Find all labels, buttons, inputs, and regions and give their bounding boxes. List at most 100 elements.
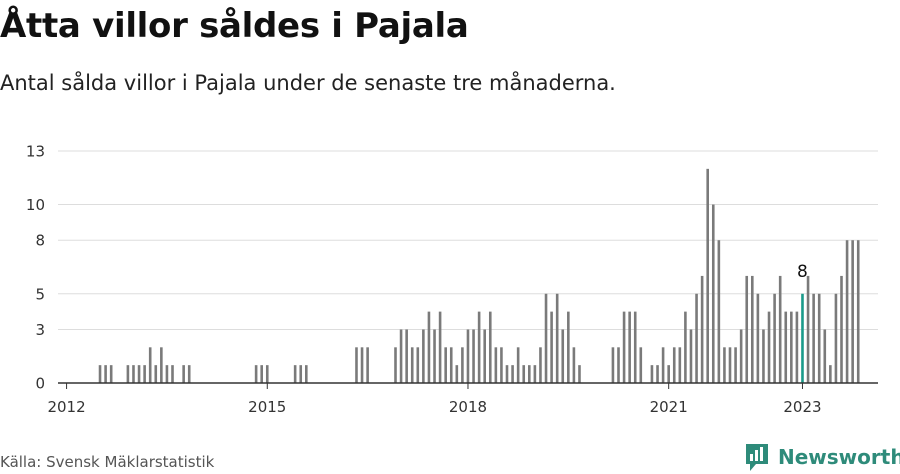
bar bbox=[561, 329, 565, 383]
bar bbox=[477, 311, 481, 383]
bar bbox=[633, 311, 637, 383]
bar-chart: 0 3 5 8 10 13 2012 2015 2018 2021 2023 8 bbox=[26, 143, 878, 416]
brand-name: Newsworthy bbox=[778, 445, 900, 469]
axes: 0 3 5 8 10 13 2012 2015 2018 2021 2023 8 bbox=[26, 143, 878, 416]
bar bbox=[171, 365, 174, 383]
bar bbox=[667, 365, 670, 383]
y-tick-label: 8 bbox=[35, 232, 45, 250]
bar bbox=[812, 293, 815, 383]
chart-subtitle: Antal sålda villor i Pajala under de sen… bbox=[0, 71, 616, 95]
x-tick-label: 2018 bbox=[449, 398, 487, 416]
bar bbox=[143, 365, 146, 383]
bar bbox=[366, 347, 369, 383]
bar bbox=[817, 293, 821, 383]
bar bbox=[154, 365, 158, 383]
y-tick-label: 10 bbox=[26, 196, 45, 214]
bar bbox=[728, 347, 732, 383]
bar bbox=[751, 275, 754, 383]
bar bbox=[806, 275, 810, 383]
bar bbox=[628, 311, 631, 383]
bar bbox=[187, 365, 191, 383]
bar bbox=[516, 347, 520, 383]
source-note: Källa: Svensk Mäklarstatistik bbox=[0, 453, 215, 471]
x-tick-label: 2023 bbox=[783, 398, 821, 416]
bar bbox=[410, 347, 414, 383]
bar bbox=[756, 293, 760, 383]
bar bbox=[773, 293, 776, 383]
bar bbox=[522, 365, 526, 383]
bar bbox=[483, 329, 486, 383]
bar bbox=[299, 365, 303, 383]
bar bbox=[466, 329, 470, 383]
bar bbox=[488, 311, 492, 383]
x-tick-label: 2021 bbox=[650, 398, 688, 416]
bar-highlight bbox=[801, 293, 804, 383]
y-tick-label: 0 bbox=[35, 375, 45, 393]
bar bbox=[461, 347, 464, 383]
bar bbox=[734, 347, 737, 383]
bar bbox=[611, 347, 615, 383]
bar bbox=[438, 311, 442, 383]
bar bbox=[851, 240, 854, 383]
bar bbox=[661, 347, 665, 383]
bar bbox=[305, 365, 308, 383]
bar bbox=[148, 347, 152, 383]
bar bbox=[656, 365, 659, 383]
bar bbox=[845, 240, 849, 383]
bar bbox=[405, 329, 408, 383]
bar bbox=[182, 365, 185, 383]
bar bbox=[355, 347, 358, 383]
bar bbox=[672, 347, 676, 383]
bar bbox=[394, 347, 397, 383]
chart-title: Åtta villor såldes i Pajala bbox=[0, 6, 469, 46]
bar bbox=[572, 347, 576, 383]
bar bbox=[578, 365, 581, 383]
bar bbox=[711, 204, 715, 383]
bar bbox=[165, 365, 169, 383]
bar bbox=[706, 168, 709, 383]
bar bbox=[684, 311, 687, 383]
bar bbox=[739, 329, 743, 383]
bar bbox=[678, 347, 682, 383]
bar bbox=[856, 240, 860, 383]
bar bbox=[505, 365, 509, 383]
bar bbox=[617, 347, 620, 383]
bar-series bbox=[98, 168, 860, 383]
bar bbox=[399, 329, 403, 383]
bar bbox=[639, 347, 643, 383]
bar bbox=[834, 293, 838, 383]
bar bbox=[745, 275, 749, 383]
bar bbox=[293, 365, 297, 383]
brand-logo-group[interactable]: Newsworthy bbox=[744, 441, 900, 473]
bar bbox=[132, 365, 135, 383]
bar bbox=[555, 293, 559, 383]
gridlines bbox=[58, 150, 878, 330]
bar bbox=[254, 365, 258, 383]
bar bbox=[455, 365, 459, 383]
bar bbox=[840, 275, 843, 383]
bar bbox=[700, 275, 704, 383]
bar bbox=[422, 329, 425, 383]
bar bbox=[550, 311, 553, 383]
y-tick-label: 13 bbox=[26, 143, 45, 161]
bar bbox=[829, 365, 832, 383]
bar bbox=[767, 311, 771, 383]
bar bbox=[622, 311, 626, 383]
bar bbox=[494, 347, 498, 383]
bar bbox=[778, 275, 782, 383]
bar bbox=[511, 365, 514, 383]
bar bbox=[650, 365, 654, 383]
bar bbox=[544, 293, 548, 383]
bar bbox=[109, 365, 113, 383]
x-tick-label: 2015 bbox=[248, 398, 286, 416]
bar bbox=[823, 329, 827, 383]
bar bbox=[528, 365, 531, 383]
bar bbox=[427, 311, 431, 383]
y-tick-label: 5 bbox=[35, 285, 45, 303]
bar bbox=[265, 365, 269, 383]
bar bbox=[104, 365, 107, 383]
bar bbox=[795, 311, 799, 383]
bar bbox=[567, 311, 570, 383]
bar bbox=[260, 365, 263, 383]
bar bbox=[533, 365, 537, 383]
